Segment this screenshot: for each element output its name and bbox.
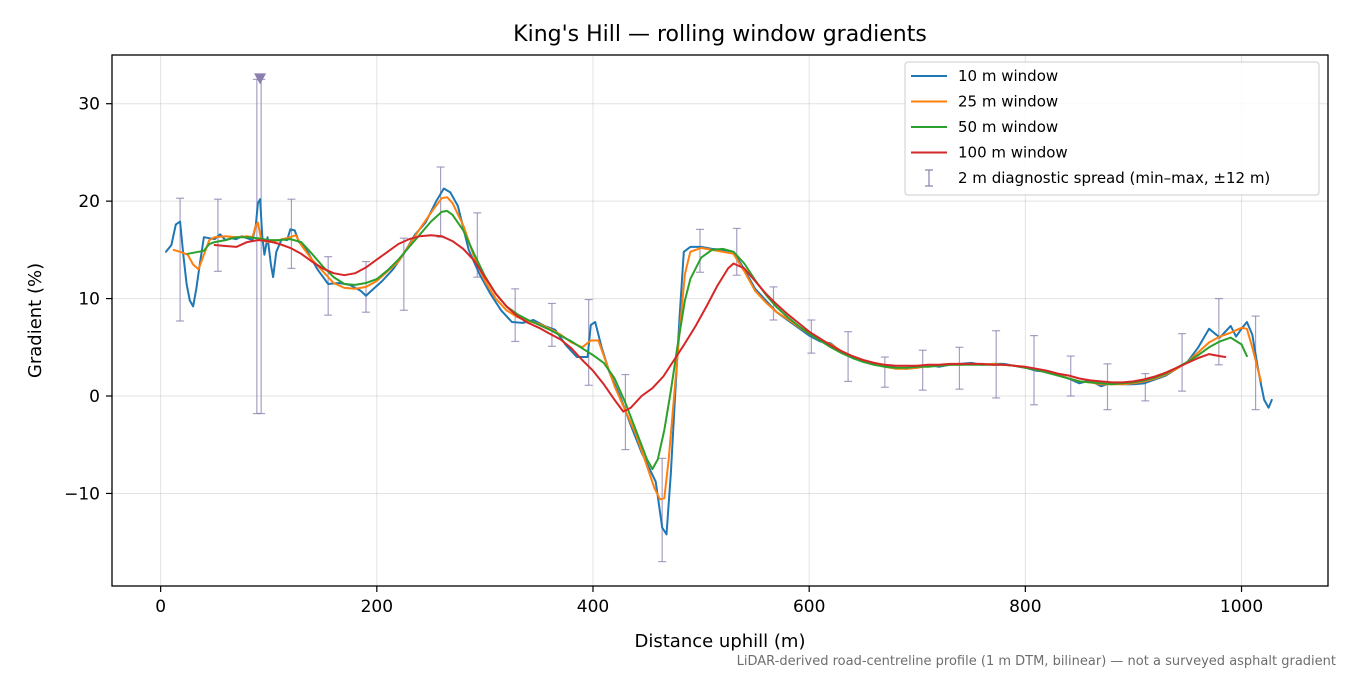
- legend-label: 100 m window: [958, 144, 1068, 162]
- y-tick-label: 0: [89, 387, 100, 407]
- legend-label: 50 m window: [958, 118, 1058, 136]
- x-axis-ticks: 0 200 400 600 800 1000: [155, 586, 1263, 617]
- source-caption: LiDAR-derived road-centreline profile (1…: [737, 654, 1336, 669]
- series-line: [172, 196, 1262, 501]
- legend: 10 m window 25 m window 50 m window 100 m w…: [904, 61, 1320, 196]
- y-tick-label: −10: [64, 484, 100, 504]
- y-tick-label: 20: [78, 192, 100, 212]
- legend-label: 25 m window: [958, 93, 1058, 111]
- chart-title: King's Hill — rolling window gradients: [513, 22, 927, 47]
- x-tick-label: 0: [155, 597, 166, 617]
- y-tick-label: 30: [78, 95, 100, 115]
- legend-label: 2 m diagnostic spread (min–max, ±12 m): [958, 169, 1270, 187]
- legend-label: 10 m window: [958, 67, 1058, 85]
- x-tick-label: 400: [577, 597, 609, 617]
- x-axis-label: Distance uphill (m): [635, 631, 806, 652]
- series-lines: [165, 187, 1273, 536]
- out-of-range-marker: [254, 73, 267, 85]
- plot-frame: [111, 54, 1329, 587]
- legend-box: [904, 61, 1320, 196]
- y-axis-label: Gradient (%): [25, 263, 46, 378]
- x-tick-label: 1000: [1220, 597, 1263, 617]
- series-line: [186, 209, 1248, 471]
- x-tick-label: 200: [361, 597, 393, 617]
- x-tick-label: 600: [793, 597, 825, 617]
- series-line: [213, 234, 1227, 413]
- series-line: [165, 187, 1273, 536]
- y-tick-label: 10: [78, 290, 100, 310]
- y-axis-ticks: −10 0 10 20 30: [64, 95, 112, 504]
- x-tick-label: 800: [1009, 597, 1041, 617]
